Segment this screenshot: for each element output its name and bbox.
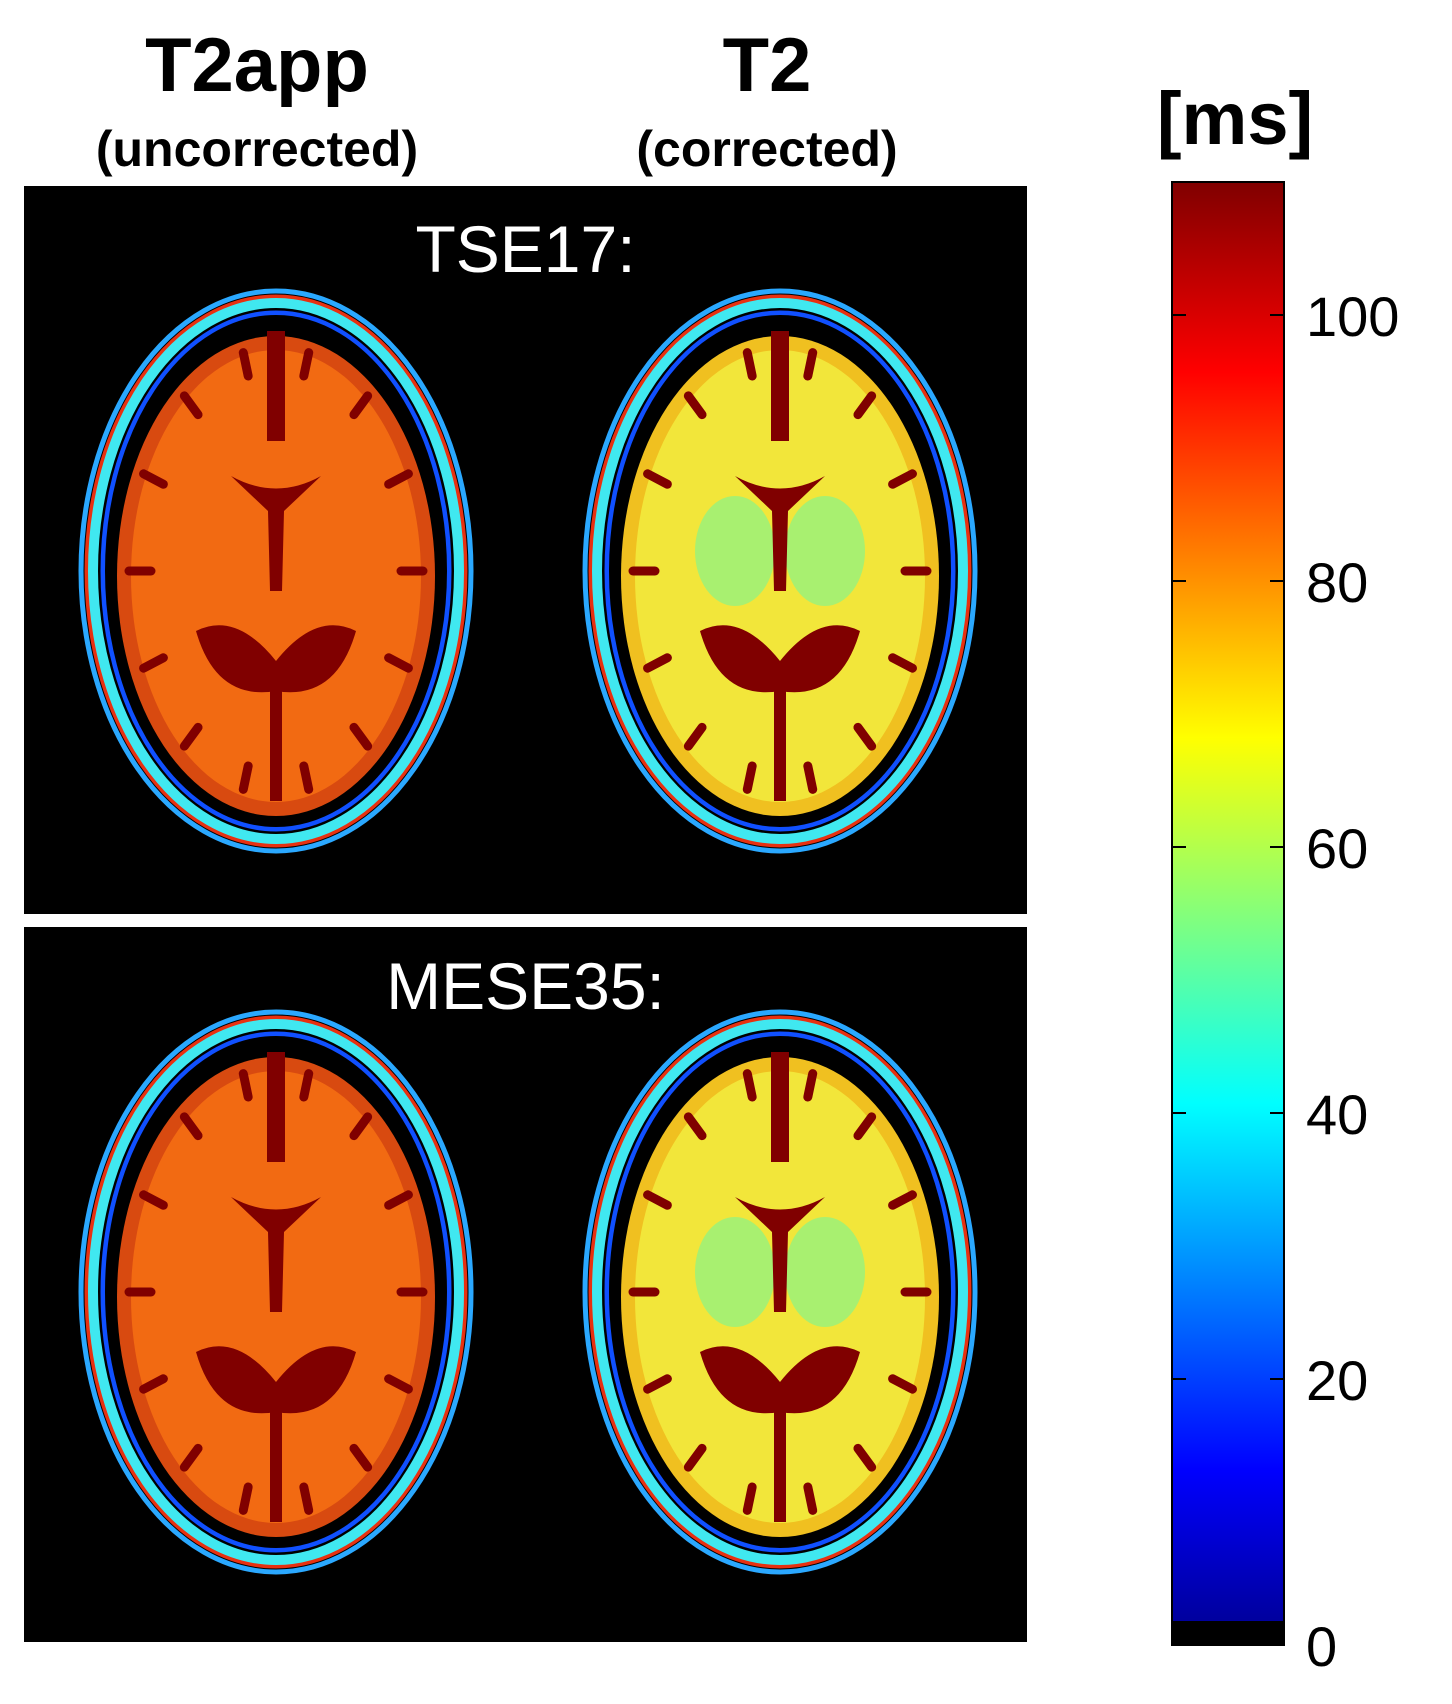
colorbar-unit-label: [ms] — [1156, 77, 1314, 160]
panel-tse17: TSE17: — [24, 186, 1027, 914]
colorbar-zero-band — [1172, 1621, 1284, 1645]
column-subtitle-uncorrected: (uncorrected) — [95, 121, 419, 177]
colorbar-tick-label: 20 — [1306, 1349, 1369, 1412]
corrected-t2-map — [582, 1009, 978, 1575]
brain-maps-mese35 — [78, 1009, 978, 1575]
uncorrected-t2app-map — [78, 288, 474, 854]
colorbar-gradient — [1171, 181, 1285, 1646]
column-subtitle-corrected: (corrected) — [636, 121, 898, 177]
row-label-tse17: TSE17: — [415, 212, 636, 286]
brain-maps-tse17 — [78, 288, 978, 854]
uncorrected-t2app-map — [78, 1009, 474, 1575]
colorbar-tick-label: 60 — [1306, 817, 1369, 880]
colorbar-tick-label: 80 — [1306, 551, 1369, 614]
colorbar-tick-label: 40 — [1306, 1083, 1369, 1146]
panel-mese35: MESE35: — [24, 927, 1027, 1642]
colorbar-tick-label: 100 — [1306, 285, 1400, 348]
colorbar-tick-label: 0 — [1306, 1615, 1338, 1678]
row-label-mese35: MESE35: — [386, 949, 665, 1023]
corrected-t2-map — [582, 288, 978, 854]
column-title-t2app: T2app — [145, 23, 369, 108]
column-title-t2: T2 — [722, 23, 812, 108]
